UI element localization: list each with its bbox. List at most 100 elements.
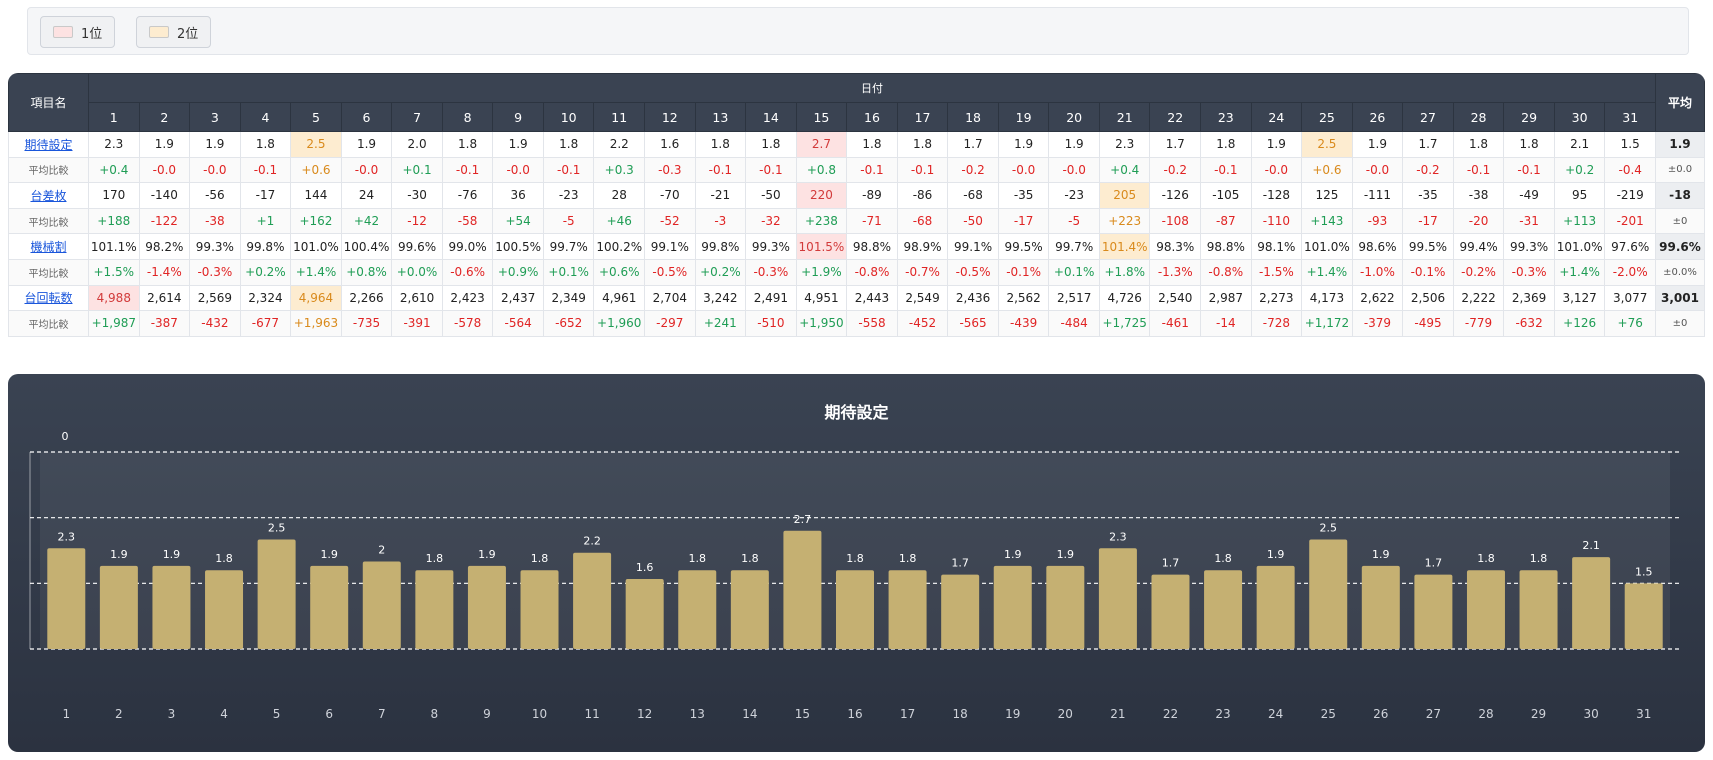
- bar-value-label: 1.8: [1477, 552, 1495, 565]
- table-cell: 100.2%: [593, 233, 646, 260]
- x-tick-label: 4: [220, 707, 228, 721]
- legend-item-rank2[interactable]: 2位: [136, 16, 212, 48]
- table-cell: -108: [1149, 207, 1202, 235]
- table-cell: 2.3: [1098, 131, 1151, 158]
- header-day-23: 23: [1200, 102, 1252, 132]
- table-cell: -0.1: [542, 156, 595, 184]
- table-cell: 1.6: [644, 131, 696, 158]
- row-name-compare: 平均比較: [8, 258, 89, 286]
- table-cell: +1,950: [795, 310, 848, 337]
- bar: [1098, 548, 1137, 649]
- table-avg-cell: ±0.0%: [1655, 258, 1705, 286]
- bar-value-label: 2.5: [1319, 522, 1337, 535]
- table-row: 平均比較 +1,987 -387 -432 -677 +1,963 -735 -391 -578…: [8, 310, 1705, 337]
- table-cell: -58: [441, 207, 494, 235]
- table-cell: 98.3%: [1149, 233, 1202, 260]
- row-name-link[interactable]: 期待設定: [8, 131, 89, 158]
- bar: [573, 552, 612, 649]
- table-cell: -0.2%: [1452, 258, 1505, 286]
- x-tick-label: 30: [1583, 707, 1598, 721]
- header-day-10: 10: [542, 102, 595, 132]
- table-cell: 2,987: [1200, 284, 1252, 312]
- header-day-30: 30: [1553, 102, 1606, 132]
- x-tick-label: 7: [378, 707, 386, 721]
- legend-swatch-rank1: [53, 26, 73, 38]
- table-cell: 101.4%: [1098, 233, 1151, 260]
- table-cell: +0.8%: [340, 258, 393, 286]
- bar: [152, 565, 191, 649]
- table-cell: +0.4: [1098, 156, 1151, 184]
- bar: [836, 570, 874, 649]
- header-item-name: 項目名: [8, 73, 89, 132]
- table-cell: -1.3%: [1149, 258, 1202, 286]
- table-cell: -5: [542, 207, 595, 235]
- table-cell: 2.0: [391, 131, 443, 158]
- table-cell: 24: [340, 182, 393, 209]
- table-cell: 99.7%: [542, 233, 595, 260]
- table-cell: 100.5%: [492, 233, 544, 260]
- x-tick-label: 18: [953, 707, 968, 721]
- table-cell: -140: [138, 182, 191, 209]
- table-cell: -38: [1452, 182, 1505, 209]
- table-cell: -111: [1351, 182, 1404, 209]
- x-tick-label: 27: [1426, 707, 1441, 721]
- bar: [99, 565, 138, 649]
- table-cell: -652: [542, 310, 595, 337]
- legend-item-rank1[interactable]: 1位: [40, 16, 116, 48]
- table-cell: -0.0: [1048, 156, 1100, 184]
- table-cell: -14: [1200, 310, 1252, 337]
- table-cell: 2,369: [1503, 284, 1555, 312]
- table-cell: 1.9: [1250, 131, 1303, 158]
- table-cell: -0.4: [1604, 156, 1656, 184]
- table-cell: 4,173: [1301, 284, 1353, 312]
- row-name-link[interactable]: 台回転数: [8, 284, 89, 312]
- table-cell: 2,273: [1250, 284, 1303, 312]
- x-tick-label: 8: [431, 707, 439, 721]
- table-cell: 4,988: [88, 284, 140, 312]
- header-day-1: 1: [88, 102, 140, 132]
- bar-value-label: 1.7: [1425, 557, 1443, 570]
- bar: [993, 565, 1032, 649]
- table-cell: 1.8: [1200, 131, 1252, 158]
- bar: [1309, 539, 1348, 649]
- table-cell: 98.1%: [1250, 233, 1303, 260]
- table-cell: 101.0%: [1553, 233, 1606, 260]
- header-day-19: 19: [997, 102, 1050, 132]
- bar: [1572, 557, 1611, 649]
- bar-value-label: 1.9: [110, 548, 128, 561]
- bar: [678, 570, 717, 649]
- table-avg-cell: -18: [1655, 182, 1705, 209]
- table-cell: 2.1: [1553, 131, 1606, 158]
- table-cell: -86: [896, 182, 949, 209]
- bar: [257, 539, 296, 649]
- data-table-container: 項目名 日付 平均 1 2 3 4 5 6 7 8 9 10 11 12 13 14 15 16 17 18 19 2…: [8, 73, 1705, 338]
- table-cell: +0.2%: [694, 258, 747, 286]
- bar-value-label: 2.5: [268, 522, 286, 535]
- bar-value-label: 1.5: [1635, 565, 1653, 578]
- x-tick-label: 29: [1531, 707, 1546, 721]
- header-day-8: 8: [441, 102, 494, 132]
- table-cell: -735: [340, 310, 393, 337]
- bar: [941, 574, 980, 649]
- bar: [1414, 574, 1453, 649]
- x-tick-label: 10: [532, 707, 547, 721]
- bar: [1151, 574, 1190, 649]
- row-name-link[interactable]: 台差枚: [8, 182, 89, 209]
- x-tick-label: 22: [1163, 707, 1178, 721]
- table-cell: -20: [1452, 207, 1505, 235]
- table-cell: 99.8%: [694, 233, 747, 260]
- bar-value-label: 1.8: [1214, 552, 1232, 565]
- bar: [625, 578, 664, 649]
- bar: [310, 565, 349, 649]
- table-cell: -2.0%: [1604, 258, 1656, 286]
- row-name-link[interactable]: 機械割: [8, 233, 89, 260]
- table-cell: 101.1%: [88, 233, 140, 260]
- x-tick-label: 23: [1215, 707, 1230, 721]
- table-cell: -495: [1402, 310, 1454, 337]
- table-cell: -0.1: [1200, 156, 1252, 184]
- table-cell: 4,961: [593, 284, 646, 312]
- x-tick-label: 31: [1636, 707, 1651, 721]
- table-cell: +1,987: [88, 310, 140, 337]
- table-row: 台回転数 4,988 2,614 2,569 2,324 4,964 2,266 2,610 2…: [8, 284, 1705, 312]
- table-cell: -0.3%: [189, 258, 241, 286]
